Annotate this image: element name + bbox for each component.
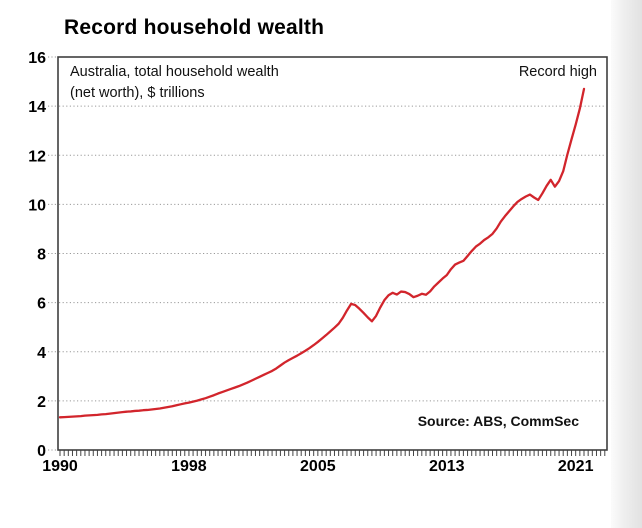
subtitle-line-1: Australia, total household wealth xyxy=(70,64,279,80)
y-tick-label: 16 xyxy=(28,50,46,67)
y-tick-label: 4 xyxy=(37,345,46,362)
x-tick-label: 2013 xyxy=(429,458,465,475)
y-axis-labels: 0 2 4 6 8 10 12 14 16 xyxy=(28,50,56,460)
y-tick-label: 12 xyxy=(28,148,46,165)
y-tick-label: 8 xyxy=(37,247,46,264)
chart-title: Record household wealth xyxy=(64,16,325,39)
wealth-line-series xyxy=(58,87,586,419)
y-tick-label: 2 xyxy=(37,394,46,411)
record-high-annotation: Record high xyxy=(518,64,597,80)
x-tick-label: 1990 xyxy=(42,458,78,475)
y-tick-label: 0 xyxy=(37,443,46,460)
y-tick-label: 6 xyxy=(37,296,46,313)
source-note: Source: ABS, CommSec xyxy=(417,413,579,429)
quarter-ticks xyxy=(59,450,606,456)
x-tick-label: 2005 xyxy=(300,458,336,475)
chart-subtitle: Australia, total household wealth (net w… xyxy=(70,62,279,104)
y-tick-label: 10 xyxy=(28,197,46,214)
y-tick-label: 14 xyxy=(28,99,46,116)
x-axis-labels: 1990 1998 2005 2013 2021 xyxy=(42,458,593,475)
x-tick-label: 1998 xyxy=(171,458,207,475)
x-tick-label: 2021 xyxy=(558,458,594,475)
subtitle-line-2: (net worth), $ trillions xyxy=(70,85,205,101)
plot-border xyxy=(57,56,608,451)
y-gridlines xyxy=(59,105,606,402)
background-gradient-band xyxy=(611,0,642,528)
